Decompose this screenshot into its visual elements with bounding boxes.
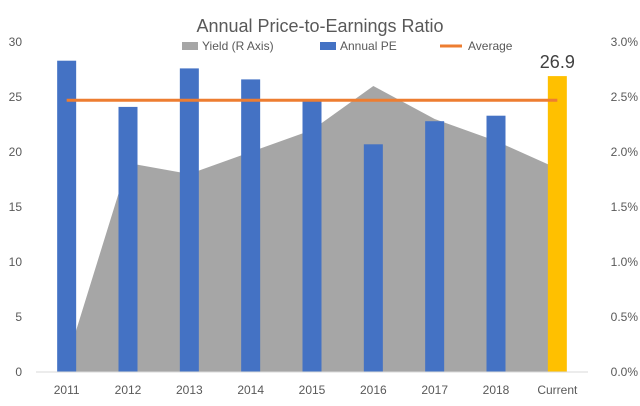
y-left-tick-label: 15 [9,200,23,214]
y-right-tick-label: 0.0% [611,365,639,379]
bar-layer [57,60,567,373]
chart-title: Annual Price-to-Earnings Ratio [196,16,443,36]
bar-2018 [486,115,506,372]
axes-layer: 0 5 10 15 20 25 30 0.0% 0.5% 1.0% 1.5% 2.0% 2.5% 3.0%… [9,35,639,397]
x-tick-label: 2015 [299,383,326,397]
x-tick-label: 2017 [421,383,448,397]
data-label-layer: 26.9 [540,52,575,72]
bar-current [547,76,567,372]
bar-2017 [425,121,445,372]
y-right-tick-label: 1.5% [611,200,639,214]
legend-swatch-yield-r-axis [182,42,198,50]
x-tick-label: Current [537,383,578,397]
y-right-tick-label: 2.5% [611,90,639,104]
bar-2015 [302,100,322,373]
legend-label-average: Average [468,39,513,53]
bar-2013 [179,68,199,373]
bar-2016 [363,144,383,372]
bar-2011 [57,60,77,372]
legend-swatch-annual-pe [320,42,336,50]
bar-2012 [118,106,138,373]
y-right-tick-label: 3.0% [611,35,639,49]
x-tick-label: 2013 [176,383,203,397]
y-right-tick-label: 1.0% [611,255,639,269]
x-tick-label: 2016 [360,383,387,397]
x-tick-label: 2011 [54,383,80,397]
x-tick-label: 2014 [237,383,264,397]
legend-label-yield-r-axis: Yield (R Axis) [202,39,274,53]
legend-label-annual-pe: Annual PE [340,39,397,53]
y-left-tick-label: 30 [9,35,23,49]
y-left-tick-label: 20 [9,145,23,159]
y-right-tick-label: 2.0% [611,145,639,159]
legend: Yield (R Axis) Annual PE Average [182,39,513,53]
data-label-current: 26.9 [540,52,575,72]
y-left-tick-label: 10 [9,255,23,269]
y-left-tick-label: 5 [15,310,22,324]
y-right-tick-label: 0.5% [611,310,639,324]
y-left-tick-label: 25 [9,90,23,104]
x-tick-label: 2012 [115,383,142,397]
y-left-tick-label: 0 [15,365,22,379]
x-tick-label: 2018 [483,383,510,397]
bar-2014 [241,79,261,373]
